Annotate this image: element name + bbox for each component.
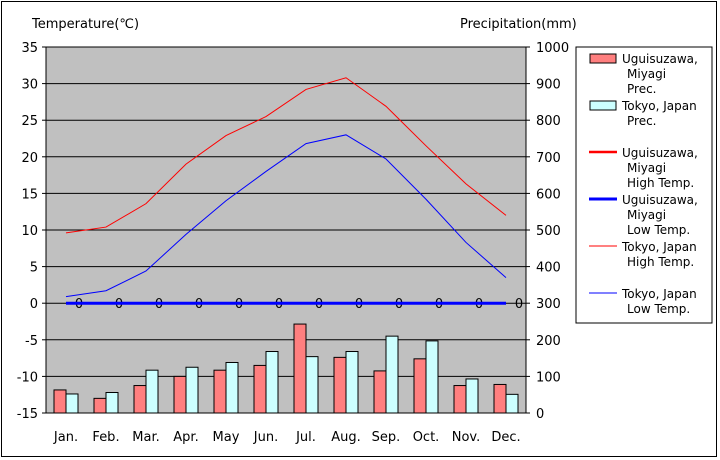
right-tick-label: 800	[536, 114, 561, 129]
left-tick-label: 5	[30, 261, 38, 276]
legend-label: Uguisuzawa,	[622, 193, 698, 207]
bar	[293, 323, 307, 414]
bar	[373, 370, 387, 414]
legend-label: Tokyo, Japan	[621, 99, 697, 113]
bar	[453, 385, 467, 414]
legend-label: Uguisuzawa,	[622, 146, 698, 160]
left-tick-label: -15	[17, 407, 38, 422]
bar	[105, 392, 119, 414]
x-tick-label: May	[213, 430, 240, 445]
right-tick-label: 600	[536, 187, 561, 202]
left-tick-label: 15	[21, 187, 38, 202]
left-tick-label: 25	[21, 114, 38, 129]
x-tick-label: Oct.	[413, 430, 440, 445]
bar	[305, 356, 319, 414]
bar	[213, 369, 227, 414]
legend-label: Low Temp.	[627, 223, 690, 237]
left-axis-title: Temperature(℃)	[31, 17, 139, 32]
legend-label: Miyagi	[627, 161, 666, 175]
bar	[185, 366, 199, 414]
bar	[425, 340, 439, 414]
bar	[93, 397, 107, 414]
right-tick-label: 1000	[536, 41, 569, 56]
legend-label: Tokyo, Japan	[621, 240, 697, 254]
bar	[505, 393, 519, 414]
bar	[173, 375, 187, 414]
right-tick-label: 400	[536, 261, 561, 276]
bar	[53, 389, 67, 414]
x-tick-label: Jun.	[253, 430, 278, 445]
bar	[465, 378, 479, 414]
legend-swatch	[589, 53, 617, 64]
x-tick-label: Jul.	[295, 430, 316, 445]
legend-label: Miyagi	[627, 67, 666, 81]
right-tick-label: 500	[536, 224, 561, 239]
legend-label: Uguisuzawa,	[622, 52, 698, 66]
legend-swatch	[589, 100, 617, 111]
x-tick-label: Mar.	[132, 430, 159, 445]
right-tick-label: 0	[536, 407, 544, 422]
right-axis-title: Precipitation(mm)	[460, 17, 577, 32]
x-tick-label: Feb.	[92, 430, 119, 445]
right-tick-label: 100	[536, 370, 561, 385]
left-tick-label: 20	[21, 151, 38, 166]
right-tick-label: 200	[536, 334, 561, 349]
bar	[493, 383, 507, 414]
x-tick-label: Jan.	[53, 430, 78, 445]
x-tick-label: Nov.	[452, 430, 481, 445]
legend-box	[575, 46, 713, 324]
bar	[253, 364, 267, 414]
bar	[145, 369, 159, 414]
legend-label: Miyagi	[627, 208, 666, 222]
bar	[133, 385, 147, 414]
legend-label: Prec.	[627, 114, 657, 128]
left-tick-label: 30	[21, 78, 38, 93]
legend-label: Prec.	[627, 82, 657, 96]
bar	[385, 335, 399, 414]
right-tick-label: 300	[536, 297, 561, 312]
bar	[65, 393, 79, 414]
left-tick-label: 0	[30, 297, 38, 312]
left-tick-label: 35	[21, 41, 38, 56]
bar	[225, 361, 239, 414]
legend-label: High Temp.	[627, 255, 694, 269]
right-tick-label: 700	[536, 151, 561, 166]
legend-label: High Temp.	[627, 176, 694, 190]
left-tick-label: 10	[21, 224, 38, 239]
bar	[333, 356, 347, 414]
x-tick-label: Sep.	[372, 430, 401, 445]
left-tick-label: -5	[25, 334, 38, 349]
series-line	[65, 134, 507, 298]
bar	[265, 351, 279, 414]
right-tick-label: 900	[536, 78, 561, 93]
x-tick-label: Apr.	[173, 430, 198, 445]
x-tick-label: Aug.	[331, 430, 361, 445]
x-tick-label: Dec.	[491, 430, 520, 445]
legend-label: Low Temp.	[627, 302, 690, 316]
legend-label: Tokyo, Japan	[621, 287, 697, 301]
bar	[345, 351, 359, 414]
left-tick-label: -10	[17, 370, 38, 385]
series-line	[65, 77, 507, 234]
bar	[413, 358, 427, 414]
data-label: 0	[515, 297, 523, 312]
